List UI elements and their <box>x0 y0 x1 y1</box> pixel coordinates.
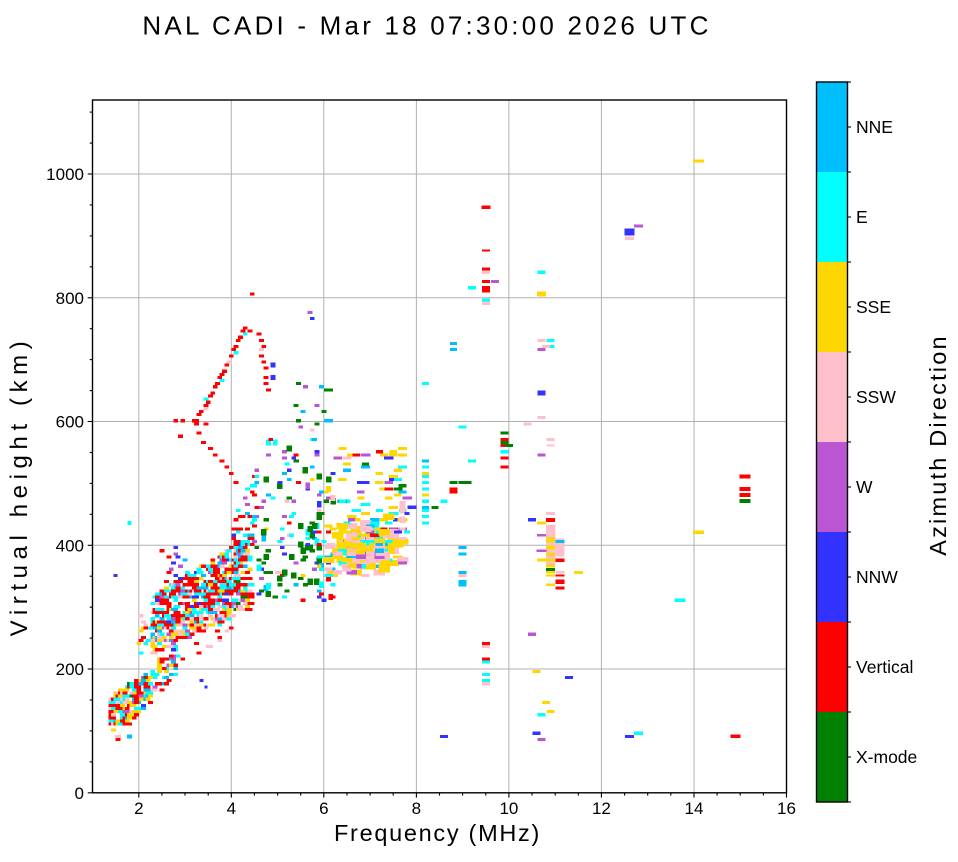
svg-text:NNE: NNE <box>856 117 893 137</box>
svg-text:NAL CADI - Mar 18 07:30:00 202: NAL CADI - Mar 18 07:30:00 2026 UTC <box>142 11 711 41</box>
svg-text:8: 8 <box>412 799 421 818</box>
svg-text:Vertical: Vertical <box>856 657 913 677</box>
svg-text:16: 16 <box>777 799 796 818</box>
svg-text:SSW: SSW <box>856 387 896 407</box>
svg-text:400: 400 <box>56 536 84 555</box>
svg-text:NNW: NNW <box>856 567 898 587</box>
svg-text:200: 200 <box>56 660 84 679</box>
svg-text:2: 2 <box>134 799 143 818</box>
svg-text:X-mode: X-mode <box>856 747 917 767</box>
svg-text:0: 0 <box>75 784 84 803</box>
svg-text:10: 10 <box>499 799 518 818</box>
svg-text:Virtual height (km): Virtual height (km) <box>6 336 33 637</box>
svg-text:6: 6 <box>319 799 328 818</box>
svg-text:Azimuth Direction: Azimuth Direction <box>925 334 951 556</box>
svg-text:E: E <box>856 207 868 227</box>
svg-text:W: W <box>856 477 873 497</box>
svg-text:14: 14 <box>685 799 704 818</box>
svg-text:12: 12 <box>592 799 611 818</box>
svg-text:1000: 1000 <box>46 165 84 184</box>
svg-text:Frequency (MHz): Frequency (MHz) <box>334 820 541 846</box>
svg-text:SSE: SSE <box>856 297 891 317</box>
svg-text:600: 600 <box>56 413 84 432</box>
svg-text:4: 4 <box>227 799 236 818</box>
svg-text:800: 800 <box>56 289 84 308</box>
